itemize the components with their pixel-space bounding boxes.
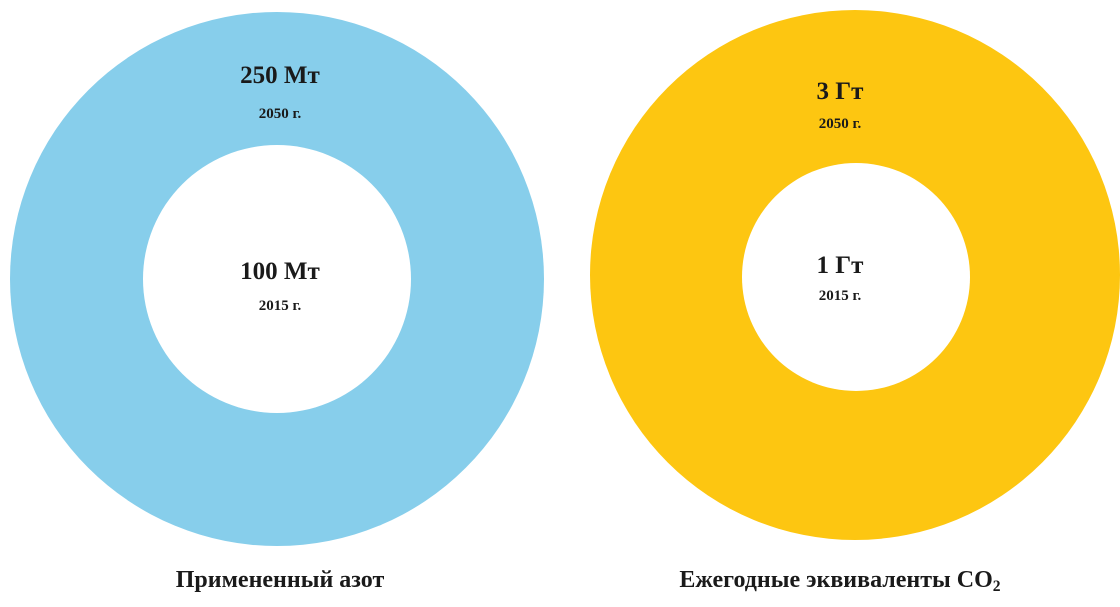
co2-2050-year: 2050 г. [818, 116, 862, 132]
nitrogen-chart-panel: 250 Мт 2050 г. 100 Мт 2015 г. Примененны… [10, 12, 544, 593]
co2-2015-value: 1 Гт [816, 252, 864, 279]
co2-2050-value: 3 Гт [816, 78, 864, 105]
nitrogen-2015-year: 2015 г. [258, 298, 302, 314]
co2-2015-year: 2015 г. [818, 288, 862, 304]
co2-chart-panel: 3 Гт 2050 г. 1 Гт 2015 г. Ежегодные экви… [560, 0, 1120, 607]
nitrogen-chart-caption: Примененный азот [175, 567, 385, 593]
nitrogen-2050-year: 2050 г. [258, 106, 302, 122]
co2-caption-main: Ежегодные эквиваленты CO [679, 567, 993, 593]
nitrogen-2050-value: 250 Мт [240, 62, 320, 89]
co2-chart-caption: Ежегодные эквиваленты CO2 [560, 567, 1120, 596]
co2-caption-subscript: 2 [992, 577, 1001, 595]
nitrogen-2015-value: 100 Мт [240, 258, 320, 285]
co2-donut-hole [742, 163, 970, 391]
nitrogen-donut-hole [143, 145, 411, 413]
